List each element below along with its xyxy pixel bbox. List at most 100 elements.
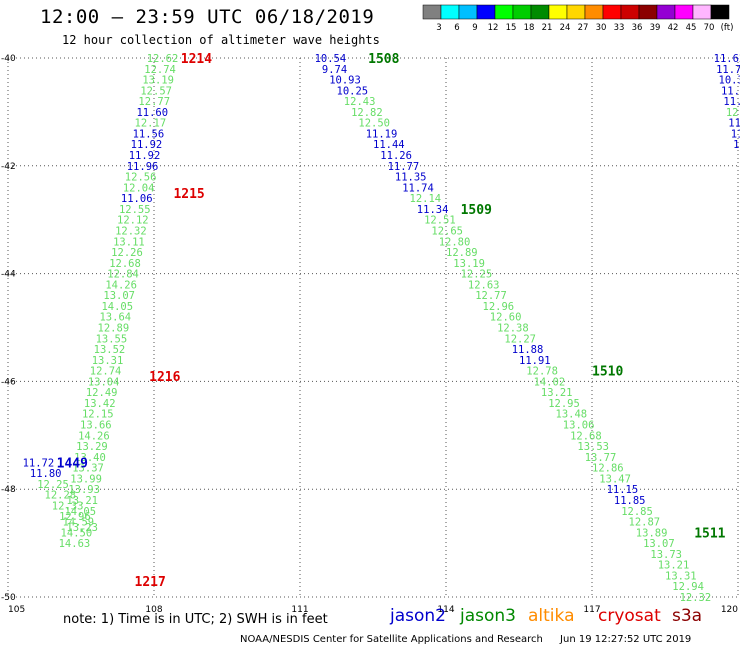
swh-value: 11.80: [30, 468, 62, 480]
lat-tick-label: -46: [1, 377, 16, 387]
swh-value: 11.88: [512, 344, 544, 356]
swh-value: 13.19: [142, 75, 174, 87]
swh-value: 13.93: [68, 484, 100, 496]
swh-value: 13.37: [72, 463, 104, 475]
lat-tick-label: -42: [1, 162, 16, 172]
colorbar-label: 30: [596, 23, 607, 33]
swh-value: 12.51: [424, 215, 456, 227]
colorbar-label: 33: [614, 23, 625, 33]
swh-value: 11.85: [614, 495, 646, 507]
swh-value: 12.80: [439, 236, 471, 248]
swh-value: 14.63: [59, 538, 91, 550]
pass-time-label: 1510: [592, 365, 623, 380]
swh-value: 13.53: [577, 441, 609, 453]
swh-value: 12.74: [144, 64, 176, 76]
pass-time-label: 1509: [461, 203, 492, 218]
swh-value: 14.02: [534, 376, 566, 388]
swh-value: 12.62: [147, 53, 179, 65]
swh-value: 11.77: [388, 161, 420, 173]
swh-value: 13.47: [599, 473, 631, 485]
swh-value: 12.82: [351, 107, 383, 119]
colorbar-label: 12: [488, 23, 499, 33]
colorbar-swatch: [440, 4, 460, 20]
colorbar-label: 45: [686, 23, 697, 33]
pass-time-label: 1214: [181, 52, 212, 67]
legend-jason2: jason2: [390, 606, 446, 626]
colorbar-swatch: [602, 4, 622, 20]
swh-value: 12.0: [726, 107, 740, 119]
swh-value: 11.56: [133, 128, 165, 140]
swh-value: 12.74: [90, 366, 122, 378]
swh-value: 12.63: [468, 279, 500, 291]
swh-value: 12.94: [672, 581, 704, 593]
footer: NOAA/NESDIS Center for Satellite Applica…: [240, 634, 691, 645]
swh-value: 12.89: [98, 323, 130, 335]
swh-value: 13.07: [103, 290, 135, 302]
swh-value: 12.85: [621, 506, 653, 518]
swh-value: 13.29: [76, 441, 108, 453]
swh-value: 14.50: [61, 527, 93, 539]
swh-value: 11.62: [714, 53, 740, 65]
colorbar-label: 3: [436, 23, 441, 33]
lon-tick-label: 105: [8, 605, 25, 615]
map-subtitle: 12 hour collection of altimeter wave hei…: [62, 33, 380, 47]
time-labels: 1214 1215 1216 1217 1449 1508 1509 1510 1511: [57, 52, 726, 590]
pass-time-label: 1449: [57, 456, 88, 471]
lon-tick-label: 108: [145, 605, 162, 615]
swh-value: 13.11: [113, 236, 145, 248]
swh-value: 13.21: [66, 495, 98, 507]
swh-value: 12.77: [138, 96, 170, 108]
note-text: note: 1) Time is in UTC; 2) SWH is in fe…: [63, 612, 328, 627]
swh-value: 11.15: [607, 484, 639, 496]
legend-s3a: s3a: [672, 606, 703, 626]
pass-time-label: 1511: [694, 526, 725, 541]
swh-value: 12.77: [475, 290, 507, 302]
pass-time-label: 1217: [135, 575, 166, 590]
swh-value: 12.28: [45, 490, 77, 502]
swh-value: 12.96: [483, 301, 515, 313]
swh-value: 12.43: [344, 96, 376, 108]
swh-value: 13.40: [74, 452, 106, 464]
footer-timestamp: Jun 19 12:27:52 UTC 2019: [560, 634, 692, 645]
legend-jason3: jason3: [460, 606, 516, 626]
swh-value: 13.19: [453, 258, 485, 270]
swh-value: 13.66: [80, 420, 112, 432]
colorbar-label: 36: [632, 23, 643, 33]
swh-value: 13.31: [92, 355, 124, 367]
colorbar-swatch: [494, 4, 514, 20]
lat-tick-label: -40: [1, 54, 16, 64]
colorbar-label: 42: [668, 23, 679, 33]
swh-value: 13.48: [556, 409, 588, 421]
pass-time-label: 1216: [149, 370, 180, 385]
axis-labels: 105 108 111 114 117 120 -40 -42 -44 -46 -48 -50: [1, 54, 738, 615]
swh-value: 11.92: [131, 139, 163, 151]
colorbar-swatch: [512, 4, 532, 20]
swh-value: 12.25: [37, 479, 69, 491]
swh-value: 12.87: [629, 517, 661, 529]
lat-tick-label: -48: [1, 485, 16, 495]
colorbar-label: 70: [704, 23, 715, 33]
grid-lines: [7, 57, 739, 598]
swh-value: 12.27: [504, 333, 536, 345]
colorbar-label: (ft): [721, 23, 734, 33]
swh-value: 12.55: [119, 204, 151, 216]
swh-value: 13.55: [96, 333, 128, 345]
swh-value: 12.25: [461, 269, 493, 281]
swh-value: 11.74: [716, 64, 740, 76]
swh-value: 11.34: [417, 204, 449, 216]
pass-time-label: 1508: [368, 52, 399, 67]
colorbar-swatch: [530, 4, 550, 20]
colorbar-label: 27: [578, 23, 589, 33]
colorbar-swatch: [710, 4, 730, 20]
lon-tick-label: 120: [721, 605, 738, 615]
swh-value: 13.89: [636, 527, 668, 539]
colorbar-swatch: [656, 4, 676, 20]
swh-value: 12.50: [358, 118, 390, 130]
lon-tick-label: 114: [437, 605, 454, 615]
swh-value: 12.14: [410, 193, 442, 205]
swh-value: 12.56: [125, 172, 157, 184]
swh-value: 12.26: [111, 247, 143, 259]
swh-value: 12.49: [86, 387, 118, 399]
lon-tick-label: 111: [291, 605, 308, 615]
swh-value: 12.12: [117, 215, 149, 227]
